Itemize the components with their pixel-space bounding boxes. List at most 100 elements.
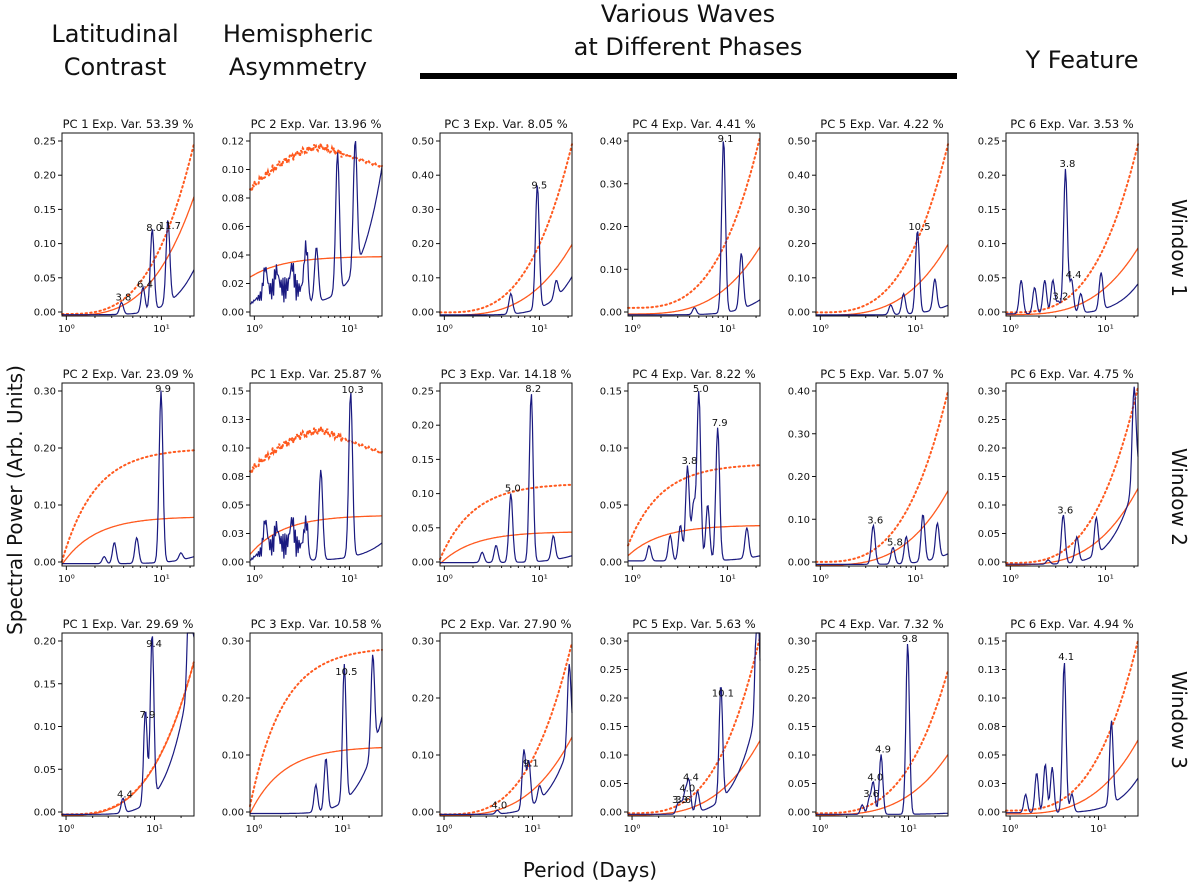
y-tick-label: 0.15: [34, 679, 56, 690]
red-noise-fit-line: [439, 531, 572, 565]
peak-label: 9.5: [531, 181, 547, 192]
y-tick-label: 0.00: [978, 308, 1000, 319]
y-tick-label: 0.03: [978, 779, 1000, 790]
peak-label: 4.0: [679, 784, 695, 795]
y-tick-label: 0.05: [600, 779, 622, 790]
y-tick-label: 0.20: [34, 171, 56, 182]
panel-5: PC 5 Exp. Var. 4.22 % 0.00 0.10 0.20 0.30 0.4…: [788, 117, 949, 335]
plot-frame: [439, 632, 573, 817]
x-tick-label: 10⁰: [1002, 574, 1019, 585]
plot-frame: [815, 132, 949, 317]
y-tick-label: 0.15: [788, 722, 810, 733]
y-tick-label: 0.10: [788, 515, 810, 526]
header-asymmetry: Asymmetry: [229, 53, 367, 81]
y-tick-label: 0.10: [222, 165, 244, 176]
significance-line: [627, 636, 761, 815]
red-noise-fit-line: [816, 490, 949, 566]
y-tick-label: 0.40: [412, 171, 434, 182]
panel-title: PC 5 Exp. Var. 5.07 %: [820, 367, 944, 381]
x-tick-label: 10⁰: [812, 324, 829, 335]
significance-line: [249, 426, 383, 477]
y-tick-label: 0.06: [222, 222, 244, 233]
red-noise-fit-line: [628, 246, 761, 315]
plot-frame: [815, 382, 949, 567]
panel-17: PC 4 Exp. Var. 7.32 % 0.00 0.05 0.10 0.15 0.2…: [788, 617, 949, 835]
significance-line: [61, 449, 195, 563]
y-tick-label: 0.25: [788, 665, 810, 676]
y-tick-label: 0.30: [34, 387, 56, 398]
x-tick-label: 10¹: [146, 824, 163, 835]
x-tick-label: 10¹: [341, 574, 358, 585]
y-tick-label: 0.10: [978, 501, 1000, 512]
y-tick-label: 0.10: [600, 265, 622, 276]
peak-label: 3.3: [672, 795, 688, 806]
x-tick-label: 10⁰: [246, 574, 263, 585]
y-tick-label: 0.15: [222, 387, 244, 398]
x-tick-label: 10⁰: [624, 324, 641, 335]
x-tick-label: 10¹: [153, 574, 170, 585]
panel-title: PC 1 Exp. Var. 29.69 %: [63, 617, 194, 631]
y-tick-label: 0.40: [600, 137, 622, 148]
y-tick-label: 0.00: [34, 558, 56, 569]
plot-frame: [439, 382, 573, 567]
y-tick-label: 0.05: [978, 751, 1000, 762]
panel-title: PC 5 Exp. Var. 4.22 %: [820, 117, 944, 131]
y-tick-label: 0.00: [788, 308, 810, 319]
panel-1: PC 1 Exp. Var. 53.39 % 0.00 0.05 0.10 0.15 0.…: [34, 117, 195, 335]
y-tick-label: 0.00: [978, 558, 1000, 569]
peak-label: 9.9: [155, 384, 171, 395]
peak-label: 10.5: [335, 667, 357, 678]
header-latitudinal: Latitudinal: [51, 20, 178, 48]
x-tick-label: 10¹: [531, 324, 548, 335]
y-tick-label: 0.10: [978, 239, 1000, 250]
peak-label: 11.7: [159, 221, 181, 232]
panel-16: PC 5 Exp. Var. 5.63 % 0.00 0.05 0.10 0.15 0.2…: [600, 617, 761, 835]
y-tick-label: 0.00: [412, 308, 434, 319]
peak-label: 4.4: [1066, 270, 1082, 281]
y-tick-label: 0.10: [222, 444, 244, 455]
y-tick-label: 0.05: [978, 529, 1000, 540]
pc-spectrum-line: [440, 664, 573, 816]
pc-spectrum-line: [1006, 386, 1139, 565]
panel-8: PC 1 Exp. Var. 25.87 % 0.00 0.03 0.05 0.08 0.…: [222, 367, 383, 585]
pc-spectrum-line: [250, 654, 383, 815]
peak-label: 4.4: [117, 790, 133, 801]
x-tick-label: 10⁰: [58, 324, 75, 335]
x-tick-label: 10⁰: [58, 574, 75, 585]
peak-label: 3.6: [1057, 505, 1073, 516]
pc-spectrum-line: [816, 514, 949, 566]
x-tick-label: 10¹: [524, 824, 541, 835]
y-tick-label: 0.04: [222, 251, 244, 262]
significance-line: [627, 136, 761, 309]
peak-label: 5.0: [505, 484, 521, 495]
peak-label: 10.3: [342, 385, 364, 396]
y-tick-label: 0.25: [978, 415, 1000, 426]
y-tick-label: 0.13: [222, 415, 244, 426]
significance-line: [815, 669, 949, 815]
peak-label: 5.0: [693, 384, 709, 395]
plot-frame: [815, 632, 949, 817]
peak-label: 8.0: [146, 223, 162, 234]
peak-label: 9.8: [902, 634, 918, 645]
peak-label: 3.8: [682, 456, 698, 467]
red-noise-fit-line: [1006, 739, 1139, 815]
panel-title: PC 3 Exp. Var. 14.18 %: [441, 367, 572, 381]
y-tick-label: 0.10: [34, 722, 56, 733]
plot-frame: [1005, 382, 1139, 567]
y-tick-label: 0.00: [978, 808, 1000, 819]
panel-15: PC 2 Exp. Var. 27.90 % 0.00 0.10 0.20 0.30 10…: [412, 617, 573, 835]
red-noise-fit-line: [816, 244, 949, 316]
panel-title: PC 4 Exp. Var. 4.41 %: [632, 117, 756, 131]
y-tick-label: 0.25: [34, 137, 56, 148]
plot-frame: [1005, 132, 1139, 317]
y-tick-label: 0.20: [412, 421, 434, 432]
pc-spectrum-line: [62, 632, 195, 816]
plot-frame: [627, 382, 761, 567]
y-tick-label: 0.20: [788, 239, 810, 250]
y-tick-label: 0.20: [788, 472, 810, 483]
pc-spectrum-line: [249, 140, 383, 305]
y-tick-label: 0.10: [222, 751, 244, 762]
y-tick-label: 0.30: [978, 387, 1000, 398]
y-tick-label: 0.20: [412, 239, 434, 250]
panel-10: PC 4 Exp. Var. 8.22 % 0.00 0.05 0.10 0.15 10⁰…: [600, 367, 761, 585]
